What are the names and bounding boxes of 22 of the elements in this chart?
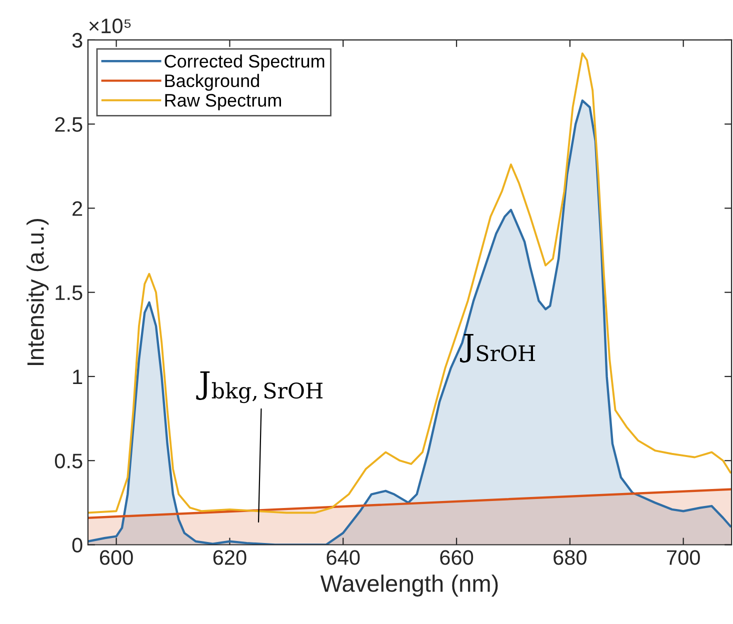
- annotation: J$_{bkg,SrOH}$: [196, 371, 322, 404]
- line-series: [88, 52, 732, 514]
- y-tick-label: 1: [73, 370, 82, 384]
- y-tick-label: 3: [72, 32, 82, 48]
- x-tick-label: 700: [667, 550, 700, 565]
- legend-label: Background: [165, 74, 259, 91]
- x-tick-label: 620: [213, 550, 246, 565]
- text: ×10⁵: [89, 18, 131, 34]
- legend-label: Corrected Spectrum: [164, 54, 324, 72]
- y-tick-label: 1.5: [56, 286, 82, 300]
- y-axis-title: Intensity (a.u.): [26, 219, 49, 365]
- y-tick-label: 2: [72, 201, 82, 216]
- x-tick-label: 640: [326, 550, 360, 565]
- y-tick-label: 0: [72, 538, 82, 553]
- x-axis-title: Wavelength (nm): [320, 574, 498, 597]
- y-tick-label: 2.5: [55, 117, 82, 132]
- x-tick-label: 680: [554, 550, 586, 565]
- x-tick-label: 660: [440, 550, 474, 565]
- y-tick-label: 0.5: [54, 454, 82, 468]
- legend-label: Raw Spectrum: [165, 94, 282, 110]
- x-tick-label: 600: [100, 550, 133, 565]
- annotation: J$_{SrOH}$: [460, 334, 535, 363]
